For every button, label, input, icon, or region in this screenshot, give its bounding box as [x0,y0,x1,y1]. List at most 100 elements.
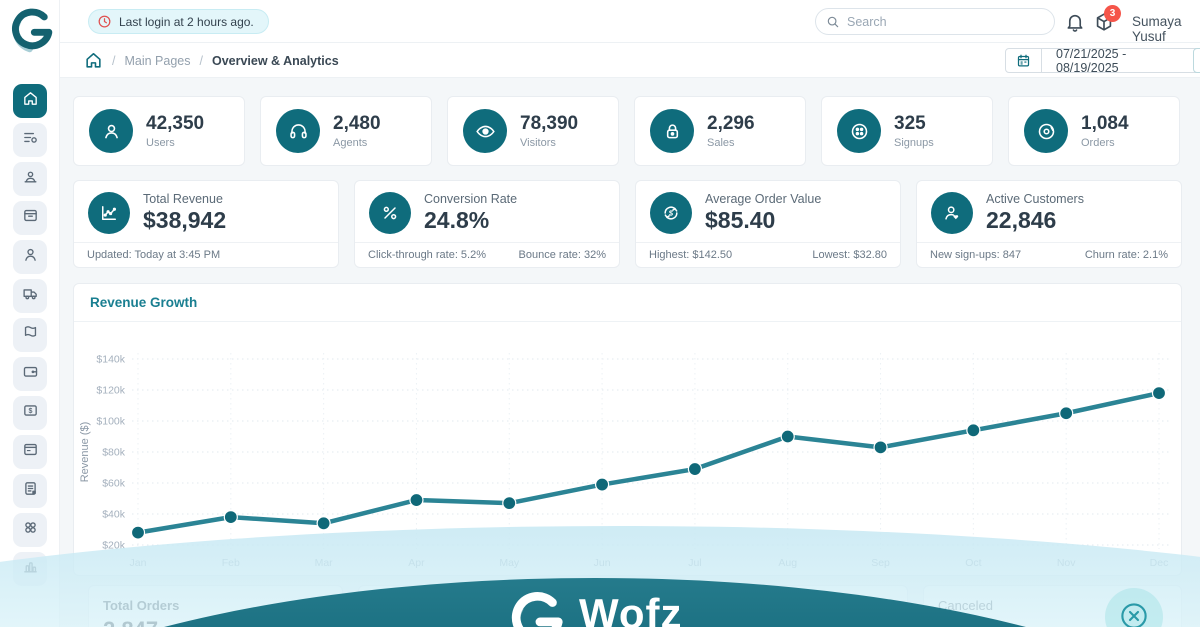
calendar-icon[interactable] [1006,49,1043,72]
svg-text:May: May [499,557,520,569]
breadcrumb-section[interactable]: Main Pages [124,53,191,68]
sidebar-item-browser[interactable] [13,435,47,469]
truck-icon [22,285,39,307]
stat-value: 24.8% [424,207,490,233]
disc-icon [1024,109,1068,153]
stat-footer-left: Click-through rate: 5.2% [368,249,486,261]
search-box [815,8,1055,35]
svg-text:Mar: Mar [315,557,334,569]
last-login-text: Last login at 2 hours ago. [119,14,254,29]
stat-footer-right: Bounce rate: 32% [518,249,606,261]
invoice-icon [22,480,39,502]
eye-icon [463,109,507,153]
print-button[interactable] [1193,48,1200,73]
stat-value: 22,846 [986,207,1057,233]
svg-text:$20k: $20k [102,540,126,552]
stat-footer-left: New sign-ups: 847 [930,249,1022,261]
sidebar: $ [0,0,60,627]
main-content: 42,350 Users 2,480 Agents 78,390 Visitor… [60,78,1200,627]
sidebar-item-invoices[interactable] [13,474,47,508]
stat-title: Total Revenue [143,192,223,206]
sidebar-item-home[interactable] [13,84,47,118]
stat-card-sales: 2,296 Sales [634,96,806,166]
stat-label: Users [146,136,175,149]
bottom-card-title: Total Orders [103,598,180,613]
stat-card-users: 42,350 Users [73,96,245,166]
svg-text:Jan: Jan [130,557,147,569]
stat-footer-left: Highest: $142.50 [649,249,733,261]
brand-logo-icon[interactable] [9,7,55,53]
stat-value: $85.40 [705,207,776,233]
svg-text:Feb: Feb [222,557,240,569]
stat-label: Sales [707,136,735,149]
lock-icon [650,109,694,153]
dots-circle-icon [837,109,881,153]
sidebar-item-payments[interactable]: $ [13,396,47,430]
task-list-icon [22,129,39,151]
svg-text:Dec: Dec [1150,557,1169,569]
stat-card-signups: 325 Signups [821,96,993,166]
money-icon: $ [22,402,39,424]
user-icon [22,246,39,268]
stat-value: $38,942 [143,207,227,233]
svg-text:Jul: Jul [688,557,701,569]
user-icon [89,109,133,153]
bar-chart-icon [22,558,39,580]
stat-title: Active Customers [986,192,1084,206]
stat-card-agents: 2,480 Agents [260,96,432,166]
svg-text:$: $ [28,407,32,415]
stat-value: 78,390 [520,113,579,135]
search-input[interactable] [847,14,1044,29]
svg-text:$100k: $100k [96,416,125,428]
bell-icon[interactable] [1064,11,1086,33]
breadcrumb-current-page: Overview & Analytics [211,53,339,68]
stat-card-average-order-value: $ Average Order Value $85.40 Highest: $1… [635,180,901,268]
wallet-icon [22,363,39,385]
apps-grid-icon [22,519,39,541]
sidebar-item-customers[interactable] [13,240,47,274]
stat-label: Agents [333,136,368,149]
agent-card-icon [22,168,39,190]
topbar: Last login at 2 hours ago. 3 Sumaya Yusu… [60,0,1200,44]
svg-text:Apr: Apr [408,557,425,569]
sidebar-item-inventory[interactable] [13,201,47,235]
close-icon [1121,603,1147,627]
breadcrumb-separator: / [112,53,116,68]
bottom-card-middle [358,585,908,627]
revenue-growth-card: Revenue Growth $20k $40k $60k $80k $100k $120… [73,283,1182,576]
sidebar-item-reports[interactable] [13,552,47,586]
stat-label: Visitors [520,136,556,149]
user-heart-icon [931,192,973,234]
breadcrumb-separator: / [199,53,203,68]
svg-text:$140k: $140k [96,354,125,366]
breadcrumb-bar: / Main Pages / Overview & Analytics 07/2… [60,43,1200,78]
flag-icon [22,324,39,346]
user-name[interactable]: Sumaya Yusuf [1132,14,1182,44]
svg-text:Oct: Oct [965,557,981,569]
svg-text:$40k: $40k [102,509,126,521]
stat-card-active-customers: Active Customers 22,846 New sign-ups: 84… [916,180,1182,268]
sidebar-item-tasks[interactable] [13,123,47,157]
svg-text:Sep: Sep [871,557,890,569]
sidebar-item-agents[interactable] [13,162,47,196]
stat-card-total-revenue: Total Revenue $38,942 Updated: Today at … [73,180,339,268]
sidebar-item-apps[interactable] [13,513,47,547]
home-icon [22,90,39,112]
archive-box-icon [22,207,39,229]
stat-value: 2,480 [333,113,381,135]
stat-label: Signups [894,136,934,149]
sidebar-item-shipping[interactable] [13,279,47,313]
date-range-value[interactable]: 07/21/2025 - 08/19/2025 [1056,48,1127,73]
last-login-pill: Last login at 2 hours ago. [88,9,269,34]
breadcrumb: / Main Pages / Overview & Analytics [84,51,339,70]
sidebar-item-wallet[interactable] [13,357,47,391]
stat-value: 42,350 [146,113,205,135]
sidebar-item-campaigns[interactable] [13,318,47,352]
chart-title: Revenue Growth [74,284,1181,322]
svg-text:Nov: Nov [1057,557,1076,569]
bottom-card-total-orders: Total Orders 2,847 [88,585,343,627]
stat-card-orders: 1,084 Orders [1008,96,1180,166]
home-icon[interactable] [84,51,103,70]
stat-label: Orders [1081,136,1115,149]
